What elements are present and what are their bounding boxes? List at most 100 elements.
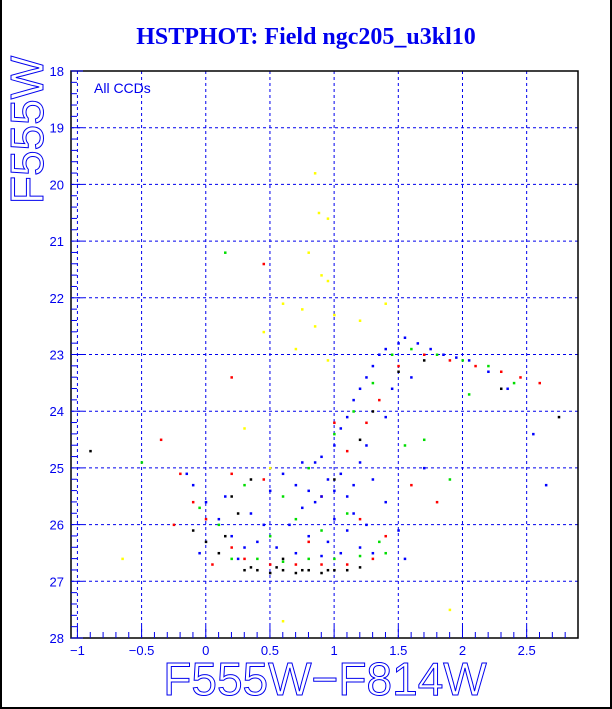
y-tick-label: 20 bbox=[50, 177, 64, 192]
data-point-red bbox=[204, 517, 208, 521]
data-point-black bbox=[301, 568, 304, 572]
data-point-blue bbox=[281, 472, 285, 476]
data-point-blue bbox=[339, 427, 343, 430]
data-point-blue bbox=[249, 512, 253, 515]
data-point-red bbox=[191, 500, 195, 504]
data-point-red bbox=[358, 517, 362, 521]
data-point-green bbox=[307, 466, 310, 470]
data-point-yellow bbox=[243, 427, 246, 430]
data-point-green bbox=[230, 557, 233, 561]
y-tick-label: 21 bbox=[50, 234, 64, 249]
data-point-blue bbox=[403, 336, 407, 339]
data-point-blue bbox=[371, 364, 375, 368]
data-point-blue bbox=[345, 495, 349, 498]
data-point-green bbox=[384, 551, 387, 555]
chart-title: HSTPHOT: Field ngc205_u3kl10 bbox=[136, 24, 476, 50]
data-point-black bbox=[294, 571, 298, 575]
data-point-blue bbox=[288, 523, 291, 527]
x-tick-label: 1.5 bbox=[389, 643, 407, 658]
data-point-blue bbox=[339, 472, 343, 476]
data-point-green bbox=[268, 534, 272, 538]
data-point-red bbox=[320, 563, 323, 566]
data-point-blue bbox=[487, 370, 490, 374]
data-point-blue bbox=[256, 540, 259, 544]
data-point-green bbox=[333, 557, 336, 561]
data-point-blue bbox=[185, 472, 189, 476]
data-point-blue bbox=[275, 546, 278, 549]
data-point-yellow bbox=[301, 308, 304, 311]
data-point-blue bbox=[358, 546, 362, 549]
data-point-black bbox=[191, 529, 195, 532]
data-point-green bbox=[403, 444, 407, 447]
data-point-blue bbox=[352, 512, 355, 515]
data-point-blue bbox=[403, 557, 407, 561]
data-point-black bbox=[422, 359, 426, 362]
data-point-blue bbox=[301, 461, 304, 464]
data-point-green bbox=[435, 353, 439, 356]
data-point-yellow bbox=[268, 466, 272, 470]
data-point-red bbox=[519, 376, 522, 379]
data-point-black bbox=[230, 495, 233, 498]
data-point-red bbox=[378, 398, 381, 402]
data-point-blue bbox=[326, 540, 330, 544]
data-point-blue bbox=[422, 466, 426, 470]
data-point-green bbox=[256, 557, 259, 561]
data-point-green bbox=[333, 432, 336, 436]
x-tick-label: −1 bbox=[70, 643, 85, 658]
x-tick-label: 2 bbox=[459, 643, 466, 658]
data-point-red bbox=[262, 478, 266, 481]
data-point-black bbox=[326, 568, 330, 572]
y-tick-label: 27 bbox=[50, 574, 64, 589]
y-tick-label: 19 bbox=[50, 121, 64, 136]
y-tick-label: 24 bbox=[50, 404, 64, 419]
data-point-blue bbox=[236, 557, 240, 561]
data-point-blue bbox=[333, 517, 336, 521]
data-point-green bbox=[390, 353, 394, 356]
data-point-blue bbox=[442, 353, 445, 356]
data-point-yellow bbox=[326, 359, 330, 362]
x-tick-label: 1 bbox=[331, 643, 338, 658]
data-point-blue bbox=[384, 415, 387, 419]
data-point-blue bbox=[320, 495, 323, 498]
data-point-green bbox=[140, 461, 144, 464]
data-point-green bbox=[410, 347, 413, 351]
data-point-black bbox=[333, 478, 336, 481]
data-point-green bbox=[224, 251, 227, 254]
data-point-blue bbox=[307, 534, 310, 538]
data-point-blue bbox=[345, 415, 349, 419]
grid bbox=[71, 71, 578, 638]
data-point-green bbox=[345, 512, 349, 515]
data-point-blue bbox=[307, 489, 310, 493]
data-point-yellow bbox=[317, 211, 321, 215]
data-point-green bbox=[512, 381, 516, 385]
data-point-red bbox=[159, 438, 163, 442]
data-point-blue bbox=[198, 551, 201, 555]
data-point-red bbox=[230, 546, 233, 549]
data-point-blue bbox=[371, 551, 375, 555]
data-point-yellow bbox=[333, 313, 336, 317]
data-point-blue bbox=[294, 483, 298, 487]
data-point-yellow bbox=[326, 279, 330, 283]
data-point-red bbox=[365, 421, 368, 425]
data-point-black bbox=[204, 540, 208, 544]
data-point-red bbox=[448, 359, 452, 362]
data-point-blue bbox=[313, 500, 317, 504]
data-point-yellow bbox=[326, 217, 330, 220]
data-point-green bbox=[217, 523, 221, 527]
data-point-black bbox=[217, 551, 221, 555]
data-point-blue bbox=[416, 342, 420, 345]
data-point-black bbox=[333, 568, 336, 572]
data-point-blue bbox=[345, 529, 349, 532]
data-point-blue bbox=[384, 347, 387, 351]
data-point-blue bbox=[378, 353, 381, 356]
data-point-green bbox=[487, 364, 490, 368]
y-tick-label: 26 bbox=[50, 518, 64, 533]
data-point-red bbox=[172, 523, 176, 527]
data-point-black bbox=[268, 571, 272, 575]
data-point-red bbox=[230, 472, 233, 476]
data-point-green bbox=[378, 540, 381, 544]
data-point-blue bbox=[371, 478, 375, 481]
data-point-red bbox=[262, 262, 266, 266]
data-point-red bbox=[211, 563, 214, 566]
